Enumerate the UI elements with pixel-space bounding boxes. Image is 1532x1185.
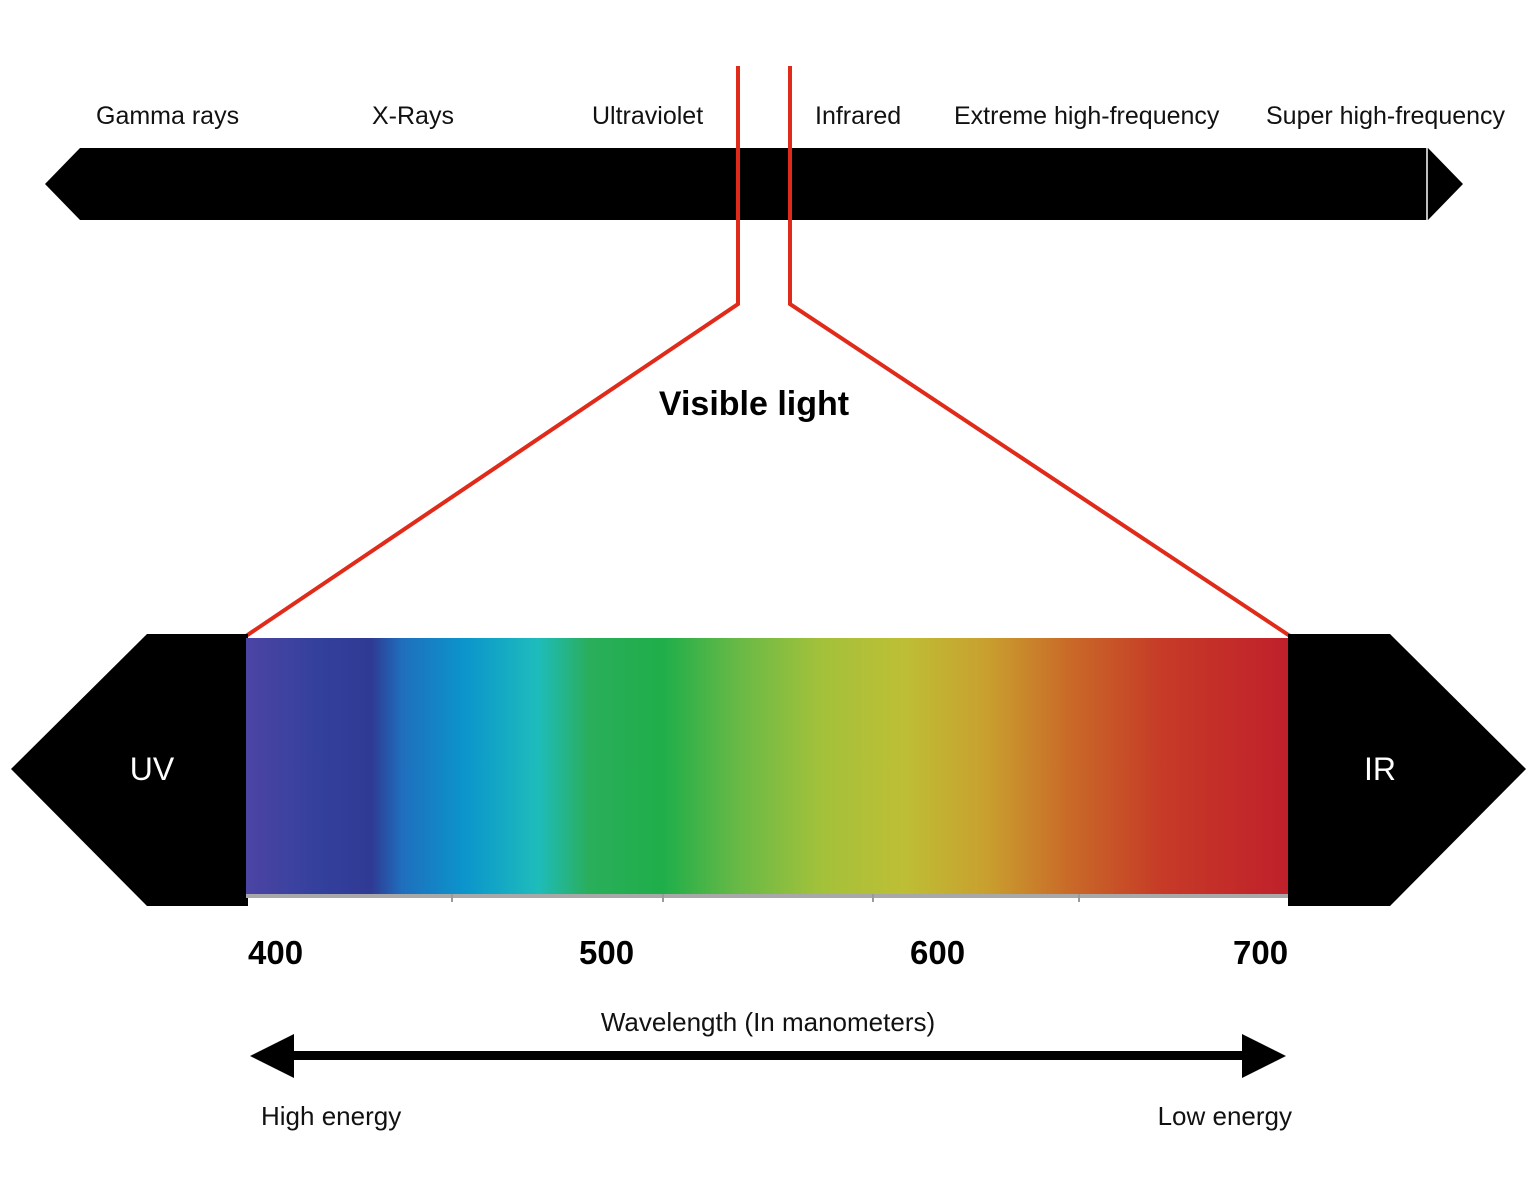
spectrum-minor-ticks — [451, 894, 1080, 902]
spectrum-band-labels: Gamma rays X-Rays Ultraviolet Infrared E… — [96, 102, 1506, 130]
band-label-gamma: Gamma rays — [96, 102, 239, 130]
ir-label: IR — [1364, 751, 1396, 787]
energy-arrow — [250, 1034, 1286, 1078]
visible-zoom-lines — [244, 66, 1292, 638]
uv-arrow-head — [11, 634, 248, 906]
spectrum-baseline — [246, 894, 1288, 898]
zoom-line-right — [788, 66, 1292, 638]
visible-light-title: Visible light — [659, 385, 849, 423]
band-label-infrared: Infrared — [815, 102, 901, 130]
tick-label-600: 600 — [910, 934, 965, 971]
tick-label-400: 400 — [248, 934, 303, 971]
band-label-super-high-frequency: Super high-frequency — [1266, 102, 1506, 130]
wavelength-tick-labels: 400 500 600 700 — [248, 934, 1288, 971]
energy-arrow-shaft — [290, 1051, 1246, 1060]
band-label-xrays: X-Rays — [372, 102, 454, 130]
band-label-ultraviolet: Ultraviolet — [592, 102, 703, 130]
energy-arrow-head-right — [1242, 1034, 1286, 1078]
band-label-extreme-high-frequency: Extreme high-frequency — [954, 102, 1220, 130]
energy-arrow-head-left — [250, 1034, 294, 1078]
wavelength-axis-title: Wavelength (In manometers) — [601, 1007, 935, 1037]
low-energy-label: Low energy — [1158, 1101, 1292, 1131]
ir-arrow-head — [1288, 634, 1526, 906]
uv-label: UV — [130, 751, 175, 787]
visible-spectrum-gradient — [246, 638, 1288, 894]
spectrum-arrow — [45, 148, 1463, 220]
tick-label-500: 500 — [579, 934, 634, 971]
tick-label-700: 700 — [1233, 934, 1288, 971]
zoom-line-left — [244, 66, 740, 638]
high-energy-label: High energy — [261, 1101, 401, 1131]
